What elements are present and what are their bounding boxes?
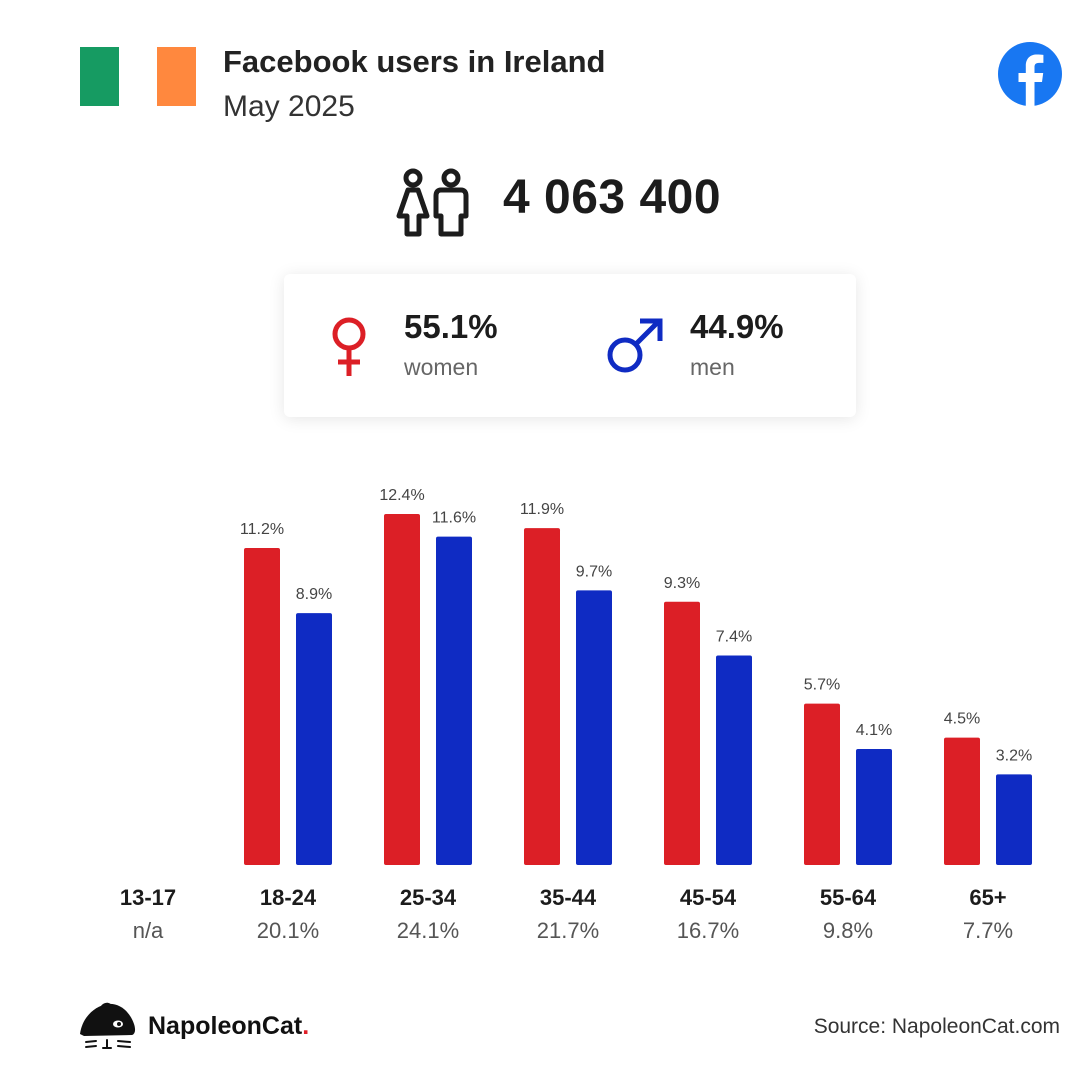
category-total-13-17: n/a xyxy=(133,918,164,943)
bar-women-35-44 xyxy=(524,528,560,865)
data-label-women-45-54: 9.3% xyxy=(664,575,700,592)
bar-men-55-64 xyxy=(856,748,892,865)
category-total-45-54: 16.7% xyxy=(677,918,739,943)
x-tick-label-45-54: 45-54 xyxy=(680,885,737,910)
brand-dot: . xyxy=(302,1012,310,1040)
x-tick-label-25-34: 25-34 xyxy=(400,885,457,910)
data-label-men-18-24: 8.9% xyxy=(296,586,332,603)
bar-women-18-24 xyxy=(244,547,280,865)
data-label-men-65+: 3.2% xyxy=(996,747,1032,764)
data-label-men-55-64: 4.1% xyxy=(856,722,892,739)
bar-women-45-54 xyxy=(664,601,700,865)
x-tick-label-18-24: 18-24 xyxy=(260,885,317,910)
flag-stripe-green xyxy=(80,47,119,106)
x-tick-label-55-64: 55-64 xyxy=(820,885,877,910)
female-symbol-icon xyxy=(332,317,366,376)
category-total-65+: 7.7% xyxy=(963,918,1013,943)
people-icon xyxy=(396,168,469,237)
bar-men-45-54 xyxy=(716,655,752,865)
category-total-55-64: 9.8% xyxy=(823,918,873,943)
data-label-women-25-34: 12.4% xyxy=(379,487,424,504)
age-gender-bar-chart: 13-17 n/a 11.2% 8.9% 18-24 20.1% 12.4% 11.6% 25-… xyxy=(120,487,1032,943)
male-symbol-icon xyxy=(607,318,663,373)
category-total-35-44: 21.7% xyxy=(537,918,599,943)
data-label-men-45-54: 7.4% xyxy=(716,629,752,646)
bar-men-65+ xyxy=(996,774,1032,865)
data-label-women-65+: 4.5% xyxy=(944,711,980,728)
men-percentage: 44.9% xyxy=(690,308,784,345)
x-tick-label-65+: 65+ xyxy=(969,885,1006,910)
bar-women-65+ xyxy=(944,737,980,865)
men-label: men xyxy=(690,354,735,380)
x-tick-label-35-44: 35-44 xyxy=(540,885,597,910)
napoleoncat-brand: NapoleonCat. xyxy=(148,1012,309,1041)
bar-men-25-34 xyxy=(436,536,472,865)
data-label-women-35-44: 11.9% xyxy=(520,501,564,518)
bar-women-55-64 xyxy=(804,703,840,865)
data-label-women-55-64: 5.7% xyxy=(804,677,840,694)
data-label-men-25-34: 11.6% xyxy=(432,510,476,527)
data-label-women-18-24: 11.2% xyxy=(240,521,284,538)
page-subtitle: May 2025 xyxy=(223,90,355,123)
napoleoncat-logo-icon xyxy=(80,1002,136,1049)
total-users-value: 4 063 400 xyxy=(503,171,722,224)
ireland-flag-icon xyxy=(80,47,197,106)
gender-split-card xyxy=(284,274,856,417)
data-label-men-35-44: 9.7% xyxy=(576,563,612,580)
page-title: Facebook users in Ireland xyxy=(223,44,606,79)
women-label: women xyxy=(404,354,479,380)
flag-stripe-white xyxy=(118,47,158,106)
facebook-logo-icon xyxy=(998,42,1062,106)
brand-name: NapoleonCat xyxy=(148,1012,303,1040)
bar-women-25-34 xyxy=(384,514,420,865)
women-percentage: 55.1% xyxy=(404,308,498,345)
flag-stripe-orange xyxy=(157,47,197,106)
category-total-25-34: 24.1% xyxy=(397,918,459,943)
source-credit: Source: NapoleonCat.com xyxy=(813,1015,1060,1038)
bar-men-18-24 xyxy=(296,613,332,865)
x-tick-label-13-17: 13-17 xyxy=(120,885,176,910)
bar-men-35-44 xyxy=(576,590,612,865)
category-total-18-24: 20.1% xyxy=(257,918,319,943)
